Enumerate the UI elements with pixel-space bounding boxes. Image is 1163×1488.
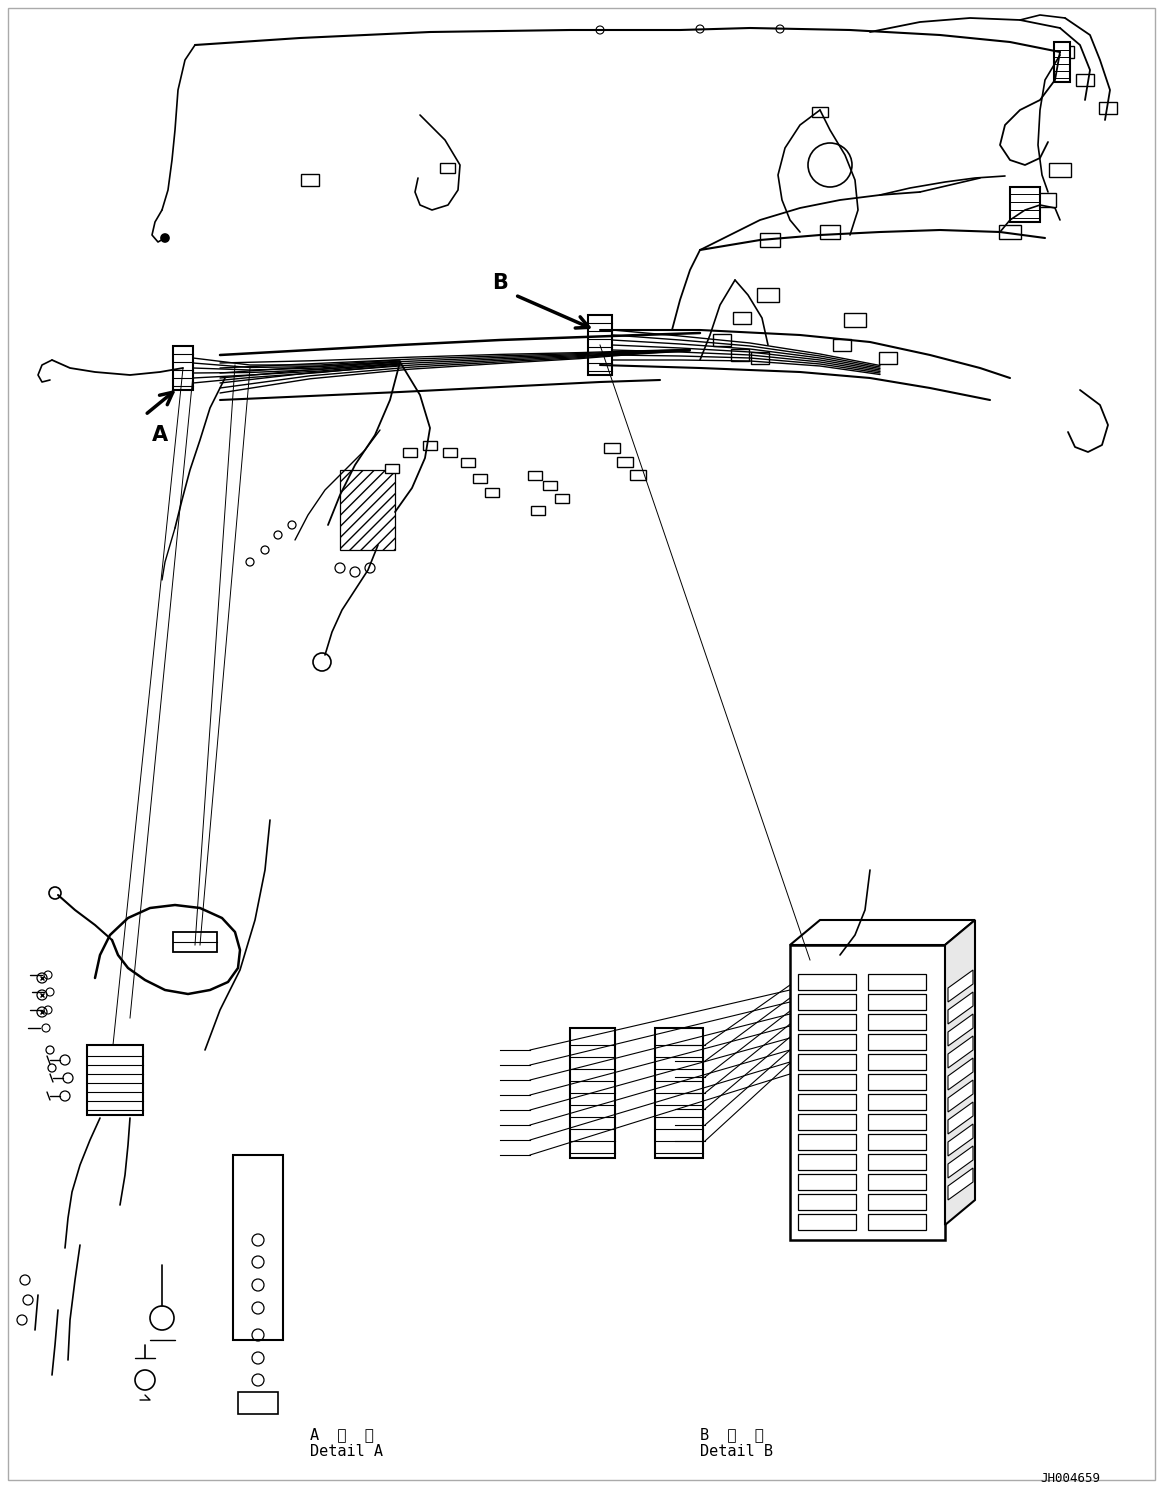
Bar [868, 1054, 926, 1070]
Bar [87, 1045, 143, 1115]
Bar [790, 945, 946, 1240]
Bar [618, 457, 633, 467]
Bar [868, 1074, 926, 1091]
Bar [812, 107, 828, 118]
Polygon shape [948, 1168, 973, 1199]
Bar [868, 1034, 926, 1051]
Bar [473, 473, 487, 482]
Polygon shape [948, 992, 973, 1024]
Bar [340, 470, 395, 551]
Bar [868, 1155, 926, 1170]
Bar [301, 174, 319, 186]
Bar [798, 1013, 856, 1030]
Bar [868, 1193, 926, 1210]
Bar [1054, 42, 1070, 82]
Bar [798, 1115, 856, 1129]
Bar [385, 463, 399, 473]
Polygon shape [948, 1058, 973, 1091]
Bar [531, 506, 545, 515]
Polygon shape [946, 920, 975, 1225]
Polygon shape [948, 1146, 973, 1178]
Bar [1034, 193, 1056, 207]
Bar [404, 448, 418, 457]
Bar [173, 347, 193, 390]
Bar [868, 1134, 926, 1150]
Bar [555, 494, 569, 503]
Bar [798, 1193, 856, 1210]
Bar [1076, 74, 1094, 86]
Bar [238, 1391, 278, 1414]
Bar [757, 289, 779, 302]
Bar [630, 470, 645, 481]
Polygon shape [948, 1103, 973, 1134]
Bar [733, 312, 751, 324]
Bar [833, 339, 851, 351]
Bar [868, 994, 926, 1010]
Bar [868, 975, 926, 990]
Bar [798, 1074, 856, 1091]
Bar [798, 1134, 856, 1150]
Bar [1049, 164, 1071, 177]
Bar [868, 1094, 926, 1110]
Bar [868, 1115, 926, 1129]
Bar [441, 164, 456, 173]
Bar [820, 225, 840, 240]
Bar [759, 234, 780, 247]
Text: JH004659: JH004659 [1040, 1472, 1100, 1485]
Bar [173, 931, 217, 952]
Bar [443, 448, 457, 457]
Bar [798, 1094, 856, 1110]
Bar [543, 481, 557, 490]
Bar [461, 457, 475, 467]
Polygon shape [948, 970, 973, 1001]
Bar [423, 440, 437, 449]
Bar [798, 1155, 856, 1170]
Circle shape [160, 234, 169, 243]
Text: B: B [492, 272, 508, 293]
Bar [588, 315, 612, 375]
Bar [999, 225, 1021, 240]
Bar [570, 1028, 615, 1158]
Polygon shape [948, 1036, 973, 1068]
Bar [1099, 103, 1116, 115]
Bar [868, 1013, 926, 1030]
Bar [1009, 187, 1040, 222]
Text: A: A [152, 426, 169, 445]
Bar [798, 1054, 856, 1070]
Bar [844, 312, 866, 327]
Bar [798, 1214, 856, 1231]
Polygon shape [790, 920, 975, 945]
Bar [798, 1034, 856, 1051]
Bar [798, 975, 856, 990]
Bar [798, 994, 856, 1010]
Bar [713, 333, 732, 347]
Polygon shape [948, 1080, 973, 1112]
Text: B  詳  細: B 詳 細 [700, 1427, 764, 1442]
Bar [604, 443, 620, 452]
Text: Detail B: Detail B [700, 1445, 773, 1460]
Polygon shape [948, 1013, 973, 1046]
Text: A  詳  細: A 詳 細 [311, 1427, 373, 1442]
Bar [868, 1174, 926, 1190]
Bar [732, 350, 749, 362]
Bar [1056, 46, 1073, 58]
Bar [879, 353, 897, 365]
Bar [655, 1028, 702, 1158]
Polygon shape [948, 1123, 973, 1156]
Bar [868, 1214, 926, 1231]
Bar [751, 353, 769, 365]
Bar [528, 470, 542, 479]
Bar [798, 1174, 856, 1190]
Bar [485, 488, 499, 497]
Text: Detail A: Detail A [311, 1445, 383, 1460]
Bar [233, 1155, 283, 1341]
